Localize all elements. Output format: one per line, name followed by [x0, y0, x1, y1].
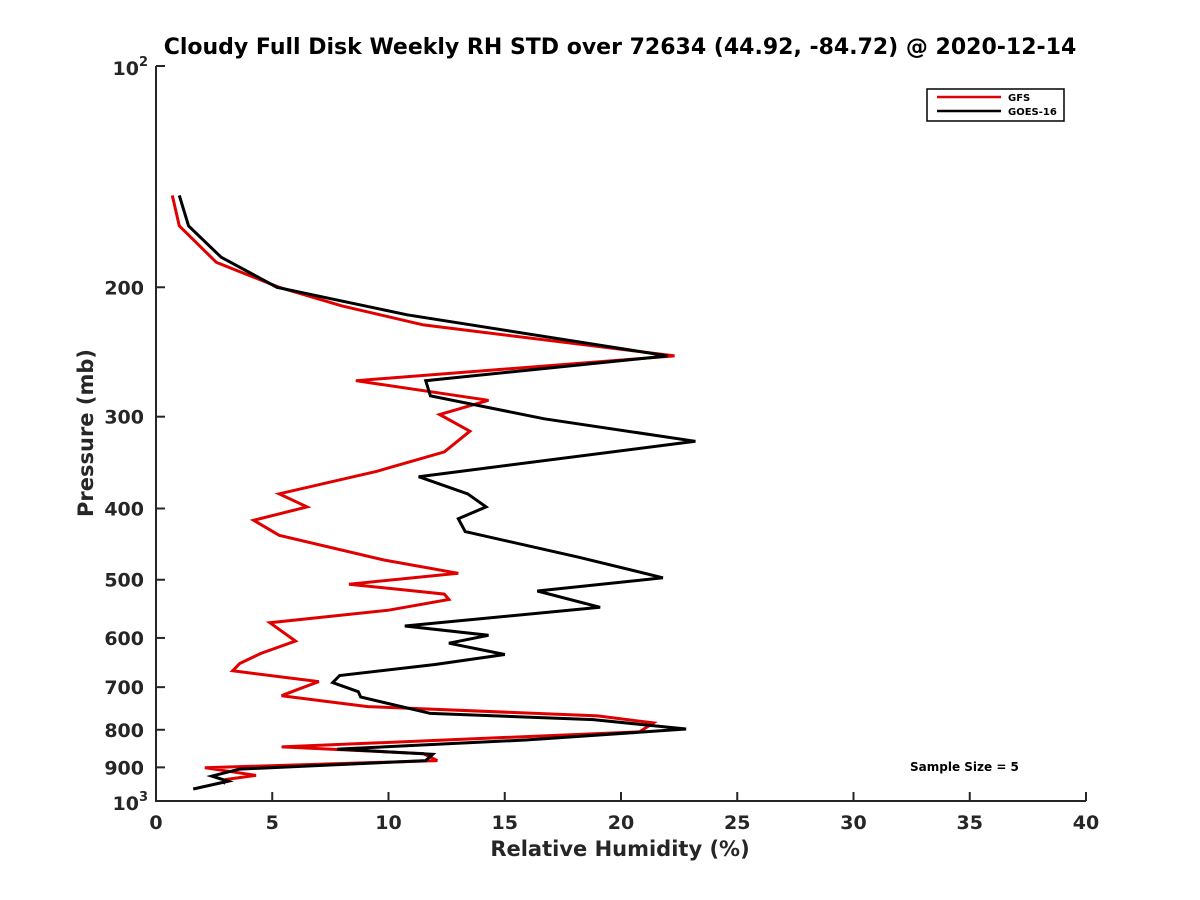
- y-min-label-base: 10: [113, 58, 139, 80]
- chart-title: Cloudy Full Disk Weekly RH STD over 7263…: [164, 35, 1077, 60]
- y-tick-label: 500: [104, 570, 144, 592]
- series-line-goes-16: [177, 194, 696, 791]
- series-lines: [170, 194, 696, 791]
- legend-box: [926, 88, 1065, 122]
- x-tick-label: 25: [724, 812, 750, 834]
- x-tick-label: 5: [266, 812, 279, 834]
- x-tick-label: 15: [492, 812, 518, 834]
- y-axis-ticks: 200 300 400 500 600 700 800 900: [104, 65, 165, 802]
- y-tick-label: 600: [104, 628, 144, 650]
- series-line-gfs: [170, 195, 675, 785]
- x-axis-title: Relative Humidity (%): [490, 837, 749, 861]
- x-tick-label: 35: [957, 812, 983, 834]
- y-tick-label: 900: [104, 757, 144, 779]
- y-tick-label: 300: [104, 407, 144, 429]
- y-max-label-exp: 3: [139, 790, 148, 805]
- x-tick-label: 0: [149, 812, 162, 834]
- x-tick-label: 40: [1073, 812, 1099, 834]
- x-tick-label: 10: [375, 812, 401, 834]
- sample-size-annotation: Sample Size = 5: [910, 760, 1019, 774]
- legend: GFS GOES-16: [926, 88, 1065, 122]
- legend-label-gfs: GFS: [1008, 93, 1030, 104]
- y-tick-label-10-squared: 102: [113, 55, 149, 80]
- y-tick-label: 700: [104, 677, 144, 699]
- x-tick-label: 20: [608, 812, 634, 834]
- legend-label-goes-16: GOES-16: [1008, 107, 1057, 118]
- y-min-label-exp: 2: [139, 55, 148, 70]
- y-tick-label: 800: [104, 720, 144, 742]
- y-max-label-base: 10: [113, 793, 139, 815]
- x-axis-ticks: 0 5 10 15 20 25 30 35 40: [149, 792, 1099, 834]
- y-tick-label-10-cubed: 103: [113, 790, 149, 815]
- y-axis-title: Pressure (mb): [74, 349, 98, 517]
- y-tick-label: 200: [104, 277, 144, 299]
- y-tick-label: 400: [104, 499, 144, 521]
- x-tick-label: 30: [840, 812, 866, 834]
